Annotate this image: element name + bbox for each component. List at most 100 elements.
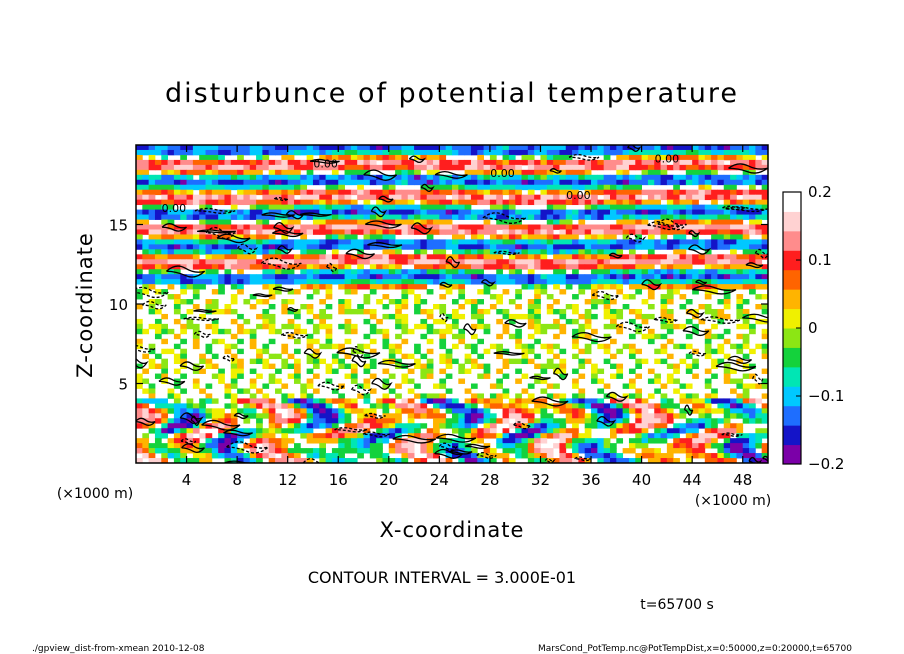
field-cell xyxy=(692,443,699,449)
field-cell xyxy=(464,159,472,166)
field-cell xyxy=(755,204,763,210)
field-cell xyxy=(641,453,649,459)
field-cell xyxy=(723,313,731,320)
field-cell xyxy=(344,219,352,225)
field-cell xyxy=(597,239,605,245)
field-cell xyxy=(464,179,472,186)
field-cell xyxy=(641,418,649,424)
field-cell xyxy=(730,378,737,384)
field-cell xyxy=(142,219,150,225)
field-cell xyxy=(230,174,238,181)
field-cell xyxy=(464,453,472,459)
field-cell xyxy=(603,194,611,201)
field-cell xyxy=(736,453,744,459)
field-cell xyxy=(167,418,175,424)
field-cell xyxy=(205,249,213,255)
field-cell xyxy=(262,164,270,171)
field-cell xyxy=(331,154,339,161)
field-cell xyxy=(508,194,516,201)
field-cell xyxy=(540,433,548,439)
field-cell xyxy=(610,413,617,419)
field-cell xyxy=(660,229,668,235)
field-cell xyxy=(584,279,592,285)
field-cell xyxy=(515,169,522,176)
field-cell xyxy=(628,159,636,166)
field-cell xyxy=(628,154,636,161)
field-cell xyxy=(237,189,244,196)
field-cell xyxy=(483,149,491,156)
field-cell xyxy=(477,318,484,325)
field-cell xyxy=(628,274,636,280)
field-cell xyxy=(426,244,434,250)
field-cell xyxy=(224,219,232,225)
field-cell xyxy=(154,264,162,270)
field-cell xyxy=(692,154,699,161)
field-cell xyxy=(205,343,213,350)
field-cell xyxy=(464,254,472,260)
field-cell xyxy=(508,433,516,439)
field-cell xyxy=(502,229,510,235)
field-cell xyxy=(148,348,156,355)
field-cell xyxy=(136,279,143,285)
field-cell xyxy=(338,254,345,260)
field-cell xyxy=(237,259,244,265)
contour-line xyxy=(364,220,402,229)
field-cell xyxy=(433,164,440,171)
field-cell xyxy=(559,403,567,409)
field-cell xyxy=(527,269,535,275)
field-cell xyxy=(711,388,718,394)
field-cell xyxy=(628,368,636,374)
field-cell xyxy=(660,145,668,151)
field-cell xyxy=(230,453,238,459)
field-cell xyxy=(439,368,447,374)
field-cell xyxy=(489,413,497,419)
field-cell xyxy=(376,438,383,444)
field-cell xyxy=(540,403,548,409)
field-cell xyxy=(452,254,459,260)
field-cell xyxy=(660,383,668,389)
field-cell xyxy=(388,284,396,290)
field-cell xyxy=(224,423,232,429)
field-cell xyxy=(704,413,712,419)
field-cell xyxy=(167,393,175,399)
field-cell xyxy=(142,209,150,215)
field-cell xyxy=(730,423,737,429)
field-cell xyxy=(357,408,364,414)
field-cell xyxy=(742,448,750,454)
field-cell xyxy=(445,423,453,429)
field-cell xyxy=(521,398,529,404)
field-cell xyxy=(237,174,244,181)
contour-line xyxy=(762,455,768,462)
field-cell xyxy=(742,164,750,171)
field-cell xyxy=(439,164,447,171)
field-cell xyxy=(464,239,472,245)
field-cell xyxy=(338,408,345,414)
field-cell xyxy=(237,179,244,186)
field-cell xyxy=(591,368,598,374)
field-cell xyxy=(180,274,187,280)
field-cell xyxy=(730,194,737,201)
field-cell xyxy=(439,328,447,335)
field-cell xyxy=(275,249,282,255)
field-cell xyxy=(711,418,718,424)
field-cell xyxy=(635,244,642,250)
field-cell xyxy=(199,149,206,156)
field-cell xyxy=(439,229,447,235)
field-cell xyxy=(654,284,661,290)
field-cell xyxy=(180,353,187,360)
field-cell xyxy=(559,368,567,374)
field-cell xyxy=(306,423,314,429)
field-cell xyxy=(395,299,402,305)
field-cell xyxy=(496,343,503,350)
field-cell xyxy=(553,299,560,305)
field-cell xyxy=(439,284,447,290)
field-cell xyxy=(161,214,168,220)
field-cell xyxy=(325,269,333,275)
field-cell xyxy=(433,154,440,161)
field-cell xyxy=(268,304,276,310)
field-cell xyxy=(306,249,314,255)
field-cell xyxy=(736,428,744,434)
field-cell xyxy=(628,239,636,245)
field-cell xyxy=(388,214,396,220)
x-tick-label: 48 xyxy=(733,471,752,489)
